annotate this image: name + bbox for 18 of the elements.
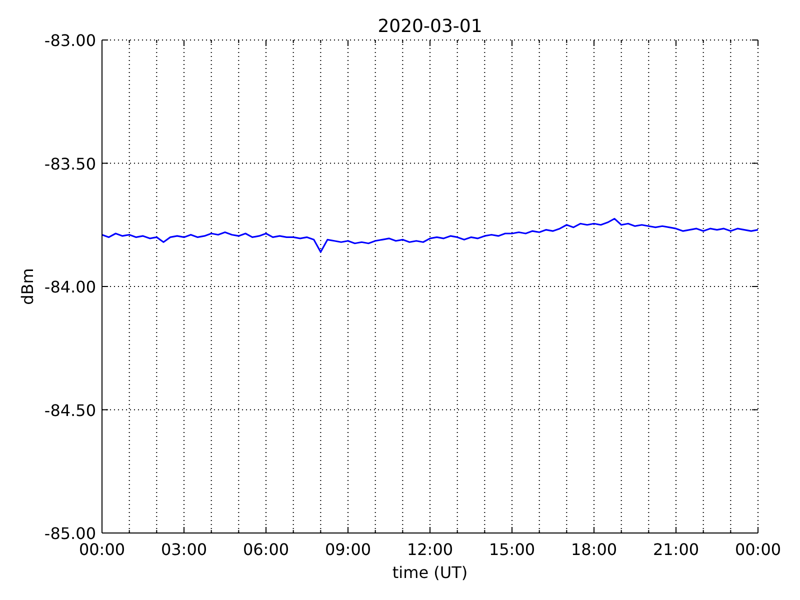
y-tick-label: -83.00 bbox=[44, 31, 96, 50]
x-tick-label: 09:00 bbox=[324, 540, 372, 559]
x-tick-label: 00:00 bbox=[734, 540, 782, 559]
y-axis-title: dBm bbox=[18, 268, 37, 305]
x-tick-label: 06:00 bbox=[242, 540, 290, 559]
x-tick-label: 18:00 bbox=[570, 540, 618, 559]
y-tick-label: -84.50 bbox=[44, 400, 96, 420]
x-tick-label: 03:00 bbox=[160, 540, 208, 559]
chart-title: 2020-03-01 bbox=[378, 16, 482, 37]
y-tick-label: -85.00 bbox=[44, 524, 96, 543]
line-series bbox=[102, 218, 758, 253]
x-tick-label: 15:00 bbox=[488, 540, 536, 559]
x-tick-label: 12:00 bbox=[406, 540, 454, 559]
x-axis-title: time (UT) bbox=[392, 563, 468, 582]
x-tick-label: 21:00 bbox=[652, 540, 700, 559]
x-tick-label: 00:00 bbox=[78, 540, 126, 559]
y-tick-label: -83.50 bbox=[44, 154, 96, 174]
y-tick-label: -84.00 bbox=[44, 278, 96, 296]
